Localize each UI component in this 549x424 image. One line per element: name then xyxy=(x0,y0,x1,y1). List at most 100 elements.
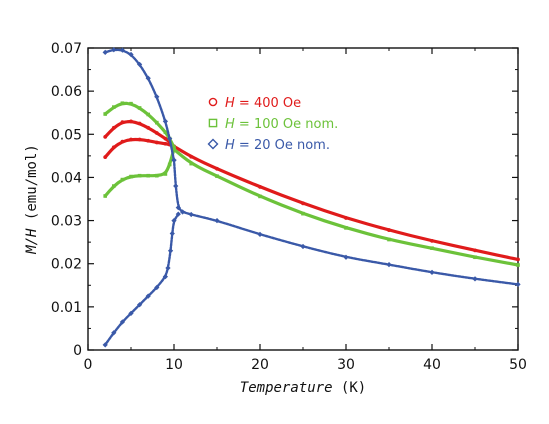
data-point xyxy=(129,137,133,142)
data-point xyxy=(136,61,143,68)
y-tick-label: 0 xyxy=(73,343,82,359)
data-point xyxy=(387,228,391,232)
data-point xyxy=(154,284,160,291)
data-point xyxy=(163,136,168,141)
data-point xyxy=(167,162,172,167)
data-point xyxy=(171,157,177,163)
legend-marker-diamond xyxy=(207,138,219,150)
data-point xyxy=(103,112,107,116)
data-point xyxy=(120,177,125,182)
legend-label-var: H xyxy=(225,138,235,153)
data-point xyxy=(179,209,186,215)
y-tick-label: 0.05 xyxy=(51,127,82,143)
data-point xyxy=(112,184,116,188)
legend-item: H = 400 Oe xyxy=(208,96,301,111)
data-point xyxy=(516,257,520,262)
x-axis-label-var: Temperature xyxy=(240,380,333,396)
data-point xyxy=(103,134,108,139)
data-point xyxy=(137,173,142,178)
data-point xyxy=(146,138,151,143)
series-layer xyxy=(102,47,521,348)
data-point xyxy=(146,112,150,117)
data-point xyxy=(301,201,305,206)
x-tick-label: 40 xyxy=(423,357,441,373)
data-point xyxy=(387,237,391,242)
series-line xyxy=(103,137,176,159)
data-point xyxy=(155,120,159,125)
data-point xyxy=(111,125,116,130)
data-point xyxy=(172,145,176,150)
series-line xyxy=(104,212,180,346)
x-tick-label: 10 xyxy=(165,357,183,373)
data-point xyxy=(171,217,177,224)
data-point xyxy=(188,211,194,218)
data-point xyxy=(189,161,193,166)
legend-label-var: H xyxy=(225,117,235,132)
data-point xyxy=(215,166,219,171)
data-point xyxy=(103,194,107,198)
data-point xyxy=(129,101,133,106)
data-point xyxy=(120,139,125,144)
data-point xyxy=(215,174,219,178)
y-tick-label: 0.04 xyxy=(51,170,82,186)
data-point xyxy=(137,121,142,126)
x-tick-label: 30 xyxy=(337,357,355,373)
y-tick-label: 0.03 xyxy=(51,214,82,230)
data-point xyxy=(102,342,108,348)
data-point xyxy=(128,310,134,316)
y-tick-label: 0.02 xyxy=(51,257,82,273)
data-point xyxy=(111,145,116,150)
plot-frame xyxy=(87,47,519,351)
y-tick-label: 0.06 xyxy=(51,84,82,100)
legend-marker-square xyxy=(208,118,218,128)
data-point xyxy=(473,255,477,260)
data-point xyxy=(258,194,262,199)
legend-label-text: = 400 Oe xyxy=(235,96,301,111)
legend-label-var: H xyxy=(225,96,235,111)
data-point xyxy=(344,226,348,230)
data-point xyxy=(257,231,263,238)
data-point xyxy=(154,140,159,145)
legend-label: H = 400 Oe xyxy=(225,96,301,111)
legend-label-text: = 100 Oe nom. xyxy=(235,117,338,132)
data-point xyxy=(301,211,305,216)
y-axis-label: M/H (emu/mol) xyxy=(24,144,40,255)
series-1 xyxy=(103,119,520,262)
y-axis-label-var: M/H xyxy=(24,228,40,255)
data-point xyxy=(154,94,160,100)
data-point xyxy=(146,173,150,178)
data-point xyxy=(162,118,169,124)
data-point xyxy=(128,51,134,58)
data-point xyxy=(163,130,168,134)
data-point xyxy=(172,147,176,152)
y-tick-label: 0.07 xyxy=(51,41,82,57)
x-axis: 0 10 20 30 40 50 xyxy=(84,48,527,373)
data-point xyxy=(173,183,179,189)
data-point xyxy=(472,276,478,282)
y-axis-label-unit: (emu/mol) xyxy=(24,144,40,228)
data-point xyxy=(137,106,142,110)
data-point xyxy=(103,155,108,160)
data-point xyxy=(162,274,169,280)
x-axis-label-unit: (K) xyxy=(333,380,367,396)
data-point xyxy=(165,265,171,271)
legend-label: H = 20 Oe nom. xyxy=(225,138,330,153)
data-point xyxy=(429,269,435,275)
data-point xyxy=(300,243,306,250)
series-line xyxy=(172,144,520,262)
data-point xyxy=(189,154,194,159)
data-point xyxy=(386,261,392,268)
data-point xyxy=(175,205,181,211)
data-point xyxy=(111,47,117,53)
data-point xyxy=(154,131,159,135)
data-point xyxy=(120,120,125,125)
data-point xyxy=(343,254,349,260)
data-point xyxy=(175,211,181,217)
x-tick-label: 20 xyxy=(251,357,269,373)
data-point xyxy=(214,217,220,224)
x-tick-label: 0 xyxy=(84,357,93,373)
data-point xyxy=(169,230,175,237)
x-axis-label: Temperature (K) xyxy=(240,380,366,396)
data-point xyxy=(129,119,133,124)
